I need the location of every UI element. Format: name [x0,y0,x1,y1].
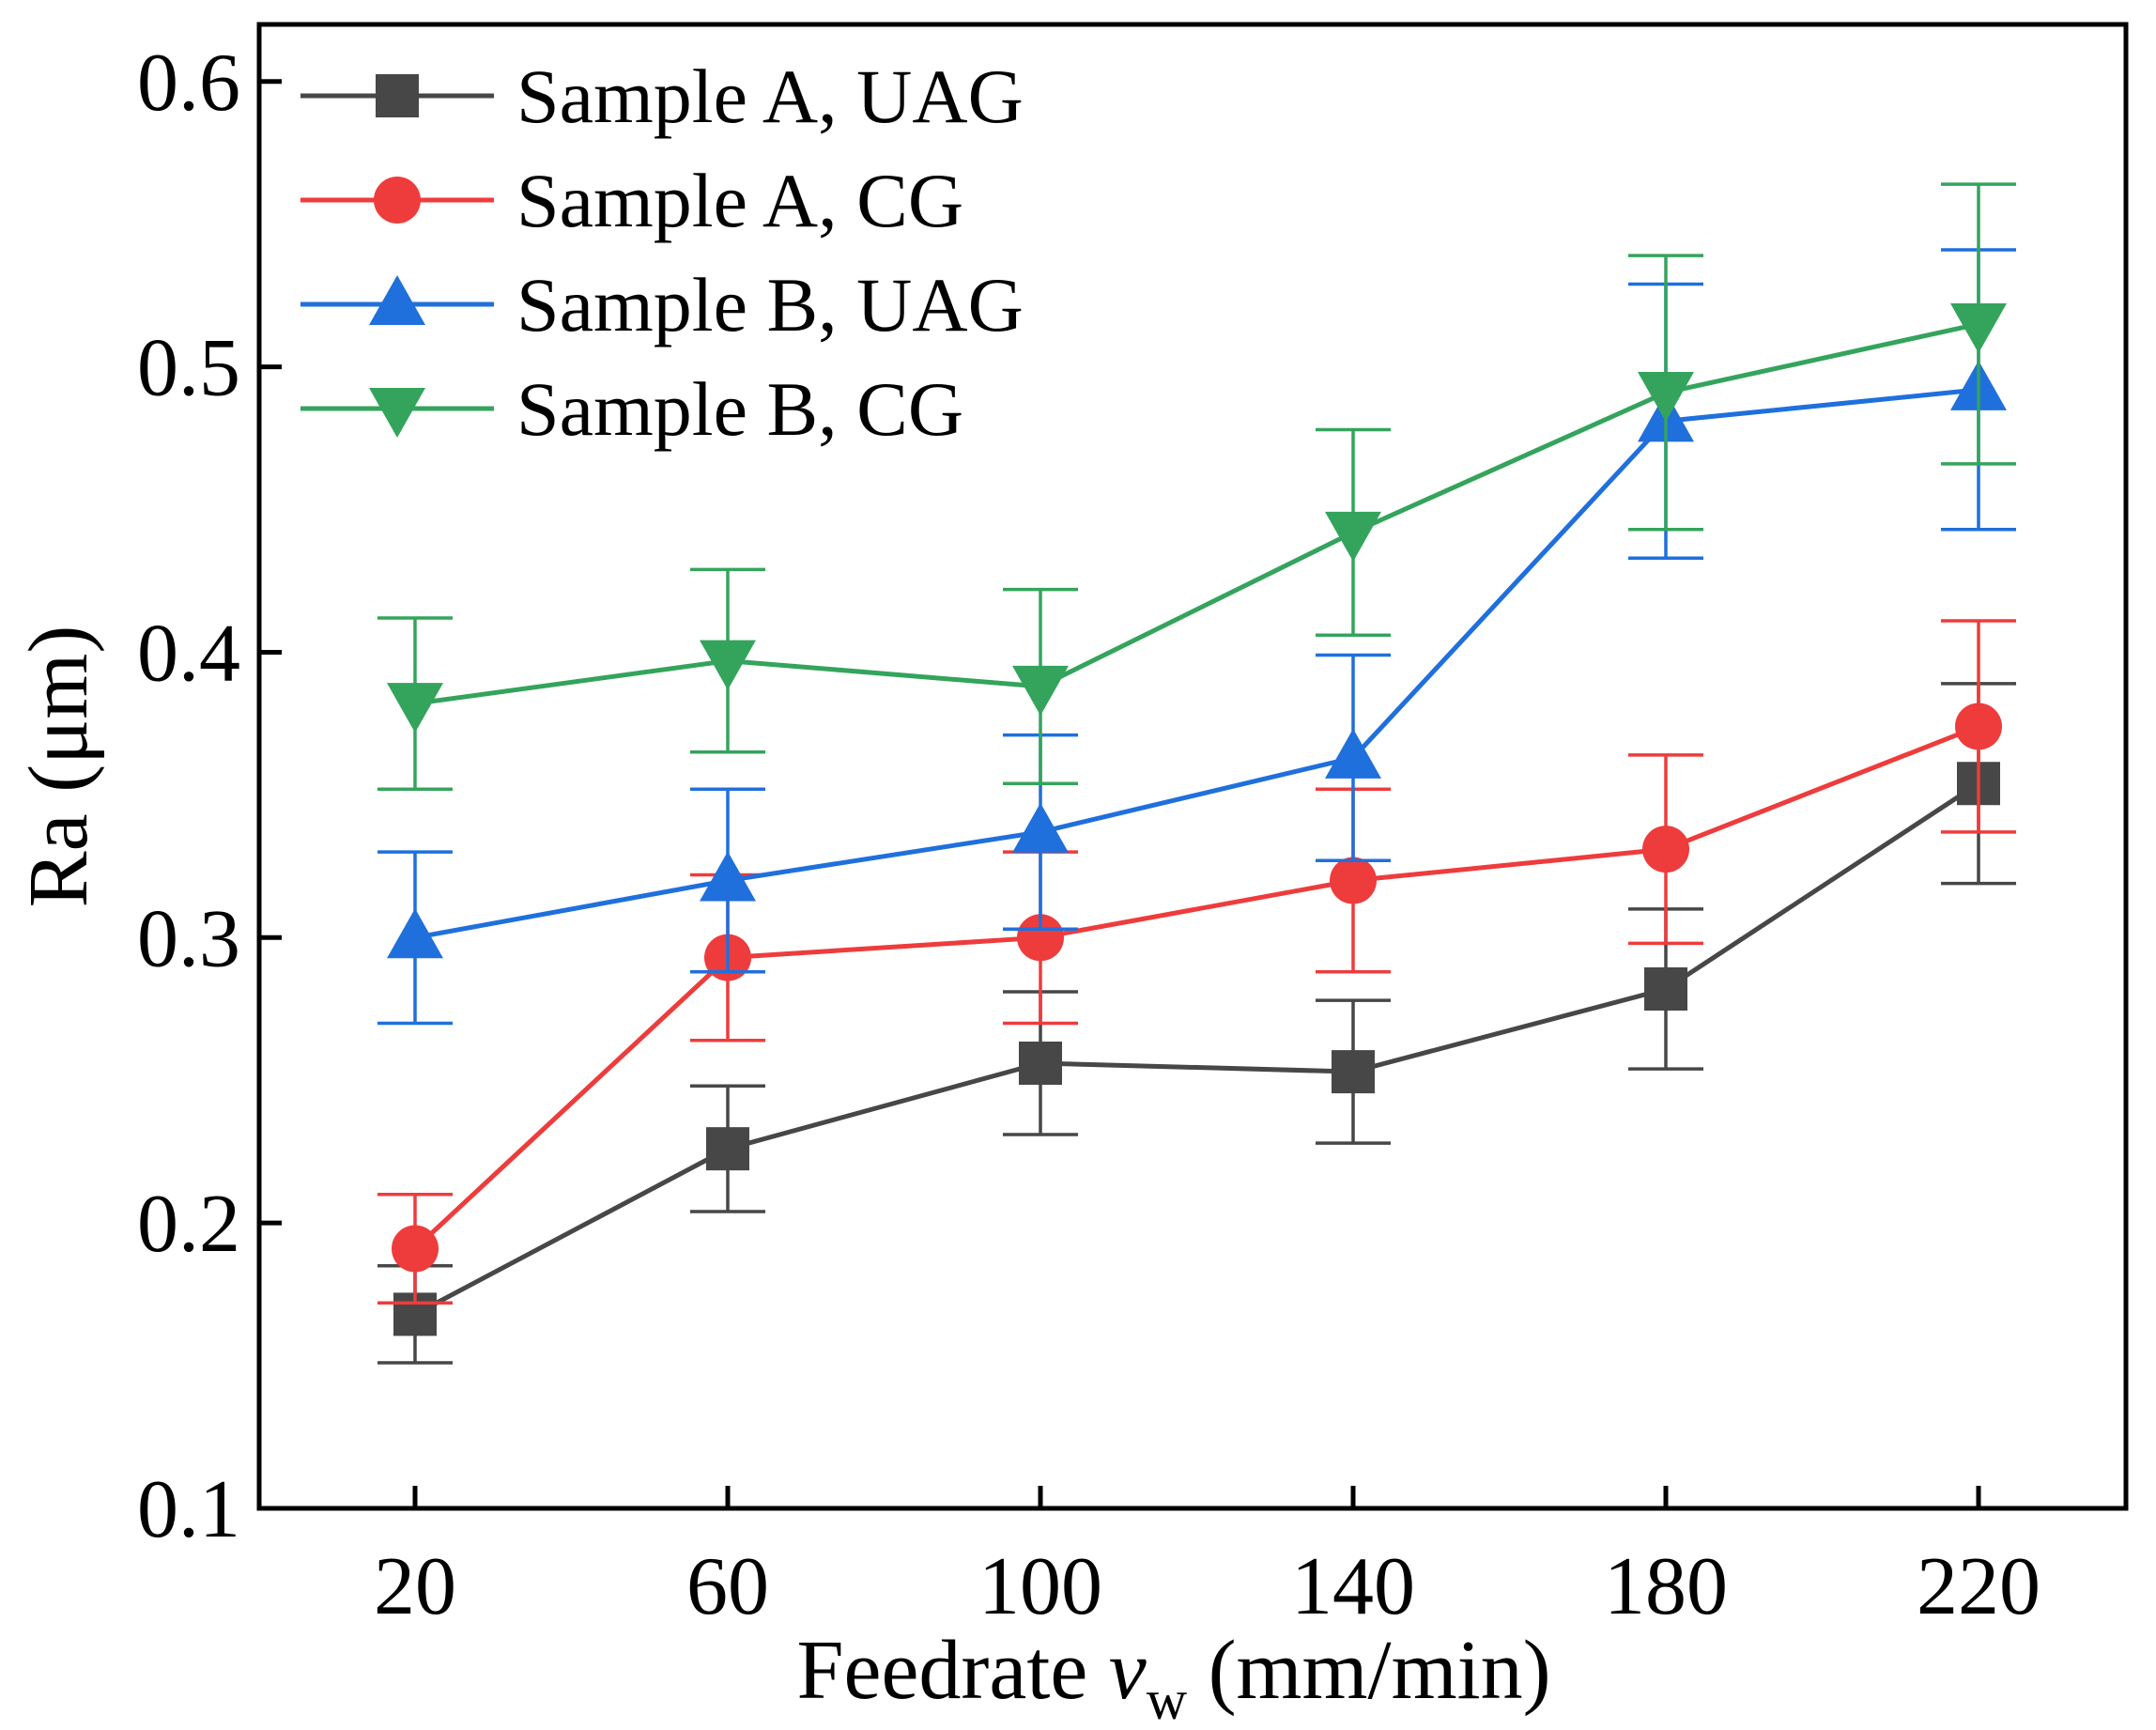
y-tick-label: 0.3 [137,893,240,984]
plot-frame [256,22,2129,1511]
data-point [700,640,756,690]
data-point [1019,1042,1062,1085]
legend-label: Sample B, CG [516,366,963,452]
y-axis-title: Ra (μm) [12,626,105,908]
legend-label: Sample B, UAG [516,262,1024,348]
data-point [387,683,443,734]
data-point [1012,802,1069,853]
series-line [414,387,1979,940]
series-sample-b-uag [377,248,2016,1026]
data-point [1950,303,2007,354]
data-point [1955,703,2002,750]
x-axis-title-main: Feedrate [796,1624,1108,1717]
series-line [413,724,1979,1251]
data-point [706,1127,749,1171]
data-point [387,908,443,959]
data-point [1325,728,1381,779]
y-tick-label: 0.2 [137,1179,240,1270]
legend-item: Sample A, UAG [300,54,1024,139]
legend-marker [369,388,425,438]
legend-label: Sample A, UAG [516,54,1024,139]
data-point [1325,511,1381,562]
legend-marker [374,177,421,224]
series-line [413,781,1980,1317]
data-point [1332,1050,1375,1094]
series-layer [377,182,2016,1365]
y-tick-label: 0.4 [137,608,240,699]
legend-marker [376,74,419,117]
axes-layer: 0.1 0.2 0.3 0.4 0.5 0.6 20 60 100 140 180 220 [137,38,2040,1632]
y-tick-label: 0.1 [137,1464,240,1555]
data-point [1330,857,1377,904]
data-point [1644,967,1687,1011]
x-tick-label: 180 [1604,1541,1728,1632]
legend-label: Sample A, CG [516,158,963,243]
series-sample-b-cg [377,182,2016,792]
legend-item: Sample B, UAG [300,262,1024,348]
x-tick-label: 220 [1917,1541,2040,1632]
data-point [1642,826,1689,873]
legend-item: Sample A, CG [300,158,963,243]
data-point [1017,914,1064,962]
y-tick-label: 0.5 [137,323,240,414]
data-point [1012,665,1069,716]
data-point [1638,371,1694,422]
x-axis-title: Feedrate vw (mm/min) [796,1624,1550,1730]
series-sample-a-cg [377,619,2016,1305]
x-axis-title-unit: (mm/min) [1187,1624,1550,1717]
series-line [414,321,1979,706]
x-axis-title-var: v [1109,1624,1147,1717]
y-tick-label: 0.6 [137,38,240,129]
series-sample-a-uag [377,682,2016,1365]
data-point [700,851,756,902]
x-tick-label: 100 [978,1541,1102,1632]
x-axis-title-sub: w [1147,1669,1188,1730]
legend-item: Sample B, CG [300,366,963,452]
x-tick-label: 60 [686,1541,769,1632]
legend: Sample A, UAG Sample A, CG Sample B, UAG Sa… [300,54,1024,452]
x-tick-label: 20 [374,1541,456,1632]
data-point [392,1225,439,1273]
x-tick-label: 140 [1291,1541,1415,1632]
legend-marker [369,275,425,325]
